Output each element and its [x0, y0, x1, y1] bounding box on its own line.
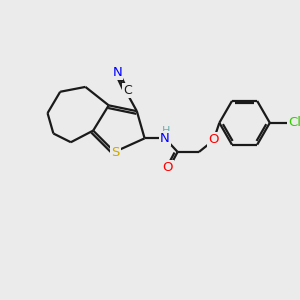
Text: Cl: Cl [289, 116, 300, 129]
Text: O: O [208, 133, 219, 146]
Text: S: S [111, 146, 120, 159]
Text: C: C [123, 84, 131, 97]
Text: N: N [112, 66, 122, 79]
Text: H: H [162, 126, 170, 136]
Text: O: O [163, 161, 173, 174]
Text: N: N [160, 132, 170, 145]
